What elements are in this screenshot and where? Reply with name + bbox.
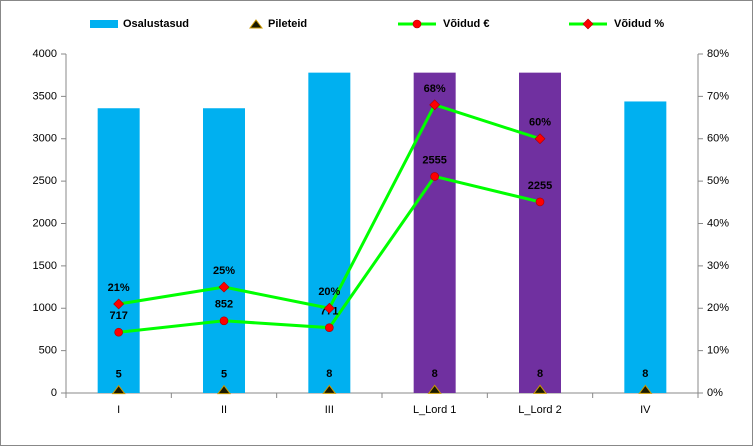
data-label: 8 — [537, 368, 543, 380]
y2-tick-label: 50% — [707, 175, 729, 187]
data-label: 20% — [318, 286, 340, 298]
legend-label: Võidud € — [443, 18, 489, 30]
legend-swatch — [90, 20, 118, 28]
legend-label: Võidud % — [614, 18, 664, 30]
y2-tick-label: 60% — [707, 133, 729, 145]
y2-tick-label: 0% — [707, 387, 723, 399]
data-label: 25% — [213, 265, 235, 277]
bar — [413, 72, 456, 394]
point-marker — [325, 323, 334, 332]
data-label: 2255 — [528, 180, 552, 192]
data-label: 5 — [221, 368, 227, 380]
point-marker — [322, 384, 337, 394]
bar — [624, 101, 667, 394]
data-label: 21% — [108, 282, 130, 294]
legend-label: Pileteid — [268, 18, 307, 30]
point-marker — [323, 302, 335, 314]
data-label: 5 — [116, 368, 122, 380]
data-label: 2555 — [422, 154, 446, 166]
point-marker — [113, 298, 125, 310]
point-marker — [429, 99, 441, 111]
y-tick-label: 0 — [51, 387, 57, 399]
y2-tick-label: 70% — [707, 90, 729, 102]
point-marker — [114, 327, 123, 337]
x-tick-label: IV — [640, 404, 651, 416]
y-tick-label: 3500 — [33, 90, 57, 102]
x-tick-label: L_Lord 2 — [518, 404, 561, 416]
point-marker — [638, 384, 653, 394]
y-tick-label: 2500 — [33, 175, 57, 187]
bar — [97, 108, 140, 394]
bar — [519, 72, 561, 394]
point-marker — [111, 384, 126, 395]
point-marker — [534, 133, 546, 145]
bar — [203, 108, 245, 394]
point-marker — [533, 384, 547, 394]
x-tick-label: II — [221, 404, 227, 416]
point-marker — [218, 281, 230, 293]
x-tick-label: L_Lord 1 — [413, 404, 456, 416]
bar — [308, 72, 351, 394]
y2-tick-label: 80% — [707, 48, 729, 60]
point-marker — [427, 384, 442, 394]
y2-tick-label: 30% — [707, 260, 729, 272]
x-tick-label: III — [325, 404, 334, 416]
y-tick-label: 1500 — [33, 260, 57, 272]
legend-label: Osalustasud — [123, 18, 189, 30]
legend-swatch — [412, 19, 422, 29]
data-label: 8 — [326, 368, 332, 380]
data-label: 717 — [109, 310, 127, 322]
y-tick-label: 2000 — [33, 217, 57, 229]
y2-tick-label: 40% — [707, 217, 729, 229]
point-marker — [219, 316, 229, 326]
y-tick-label: 4000 — [33, 48, 57, 60]
point-marker — [217, 384, 231, 395]
y-tick-label: 1000 — [33, 302, 57, 314]
x-tick-label: I — [117, 404, 120, 416]
data-label: 8 — [642, 368, 648, 380]
data-label: 68% — [424, 83, 446, 95]
y-tick-label: 500 — [39, 345, 57, 357]
y2-tick-label: 20% — [707, 302, 729, 314]
point-marker — [535, 197, 545, 207]
point-marker — [430, 172, 439, 181]
legend-swatch — [249, 19, 263, 29]
legend-swatch — [582, 18, 594, 30]
data-label: 60% — [529, 117, 551, 129]
data-label: 852 — [215, 299, 233, 311]
y2-tick-label: 10% — [707, 345, 729, 357]
y-tick-label: 3000 — [33, 133, 57, 145]
data-label: 8 — [432, 368, 438, 380]
